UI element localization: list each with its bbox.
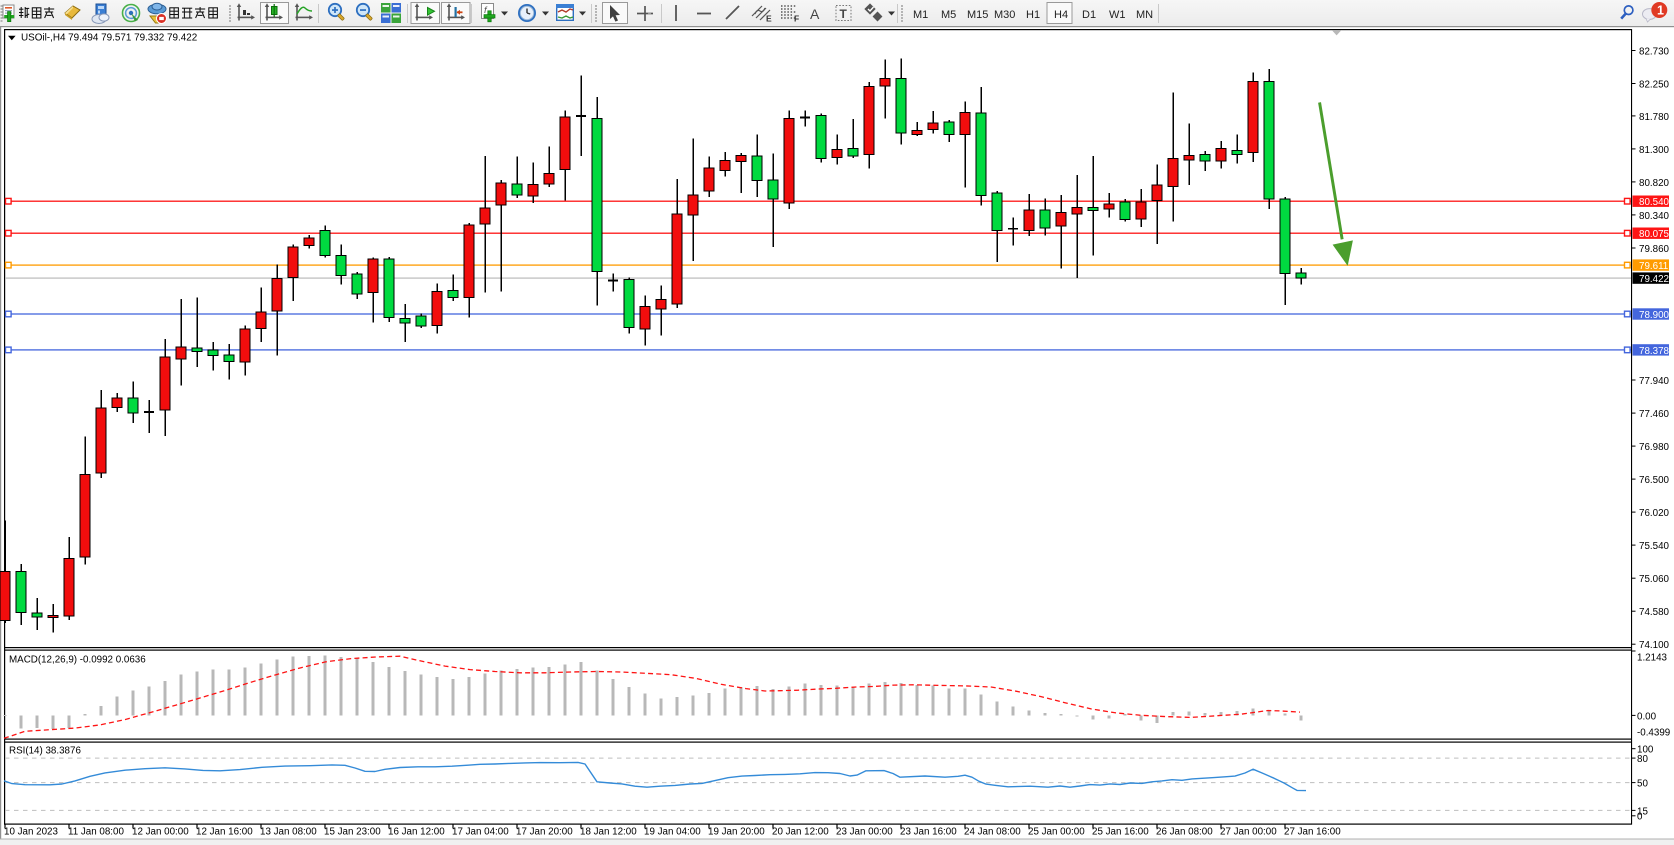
svg-text:T: T xyxy=(840,7,848,21)
svg-text:M30: M30 xyxy=(994,9,1015,21)
svg-text:75.060: 75.060 xyxy=(1639,574,1670,585)
svg-text:25 Jan 16:00: 25 Jan 16:00 xyxy=(1092,827,1149,838)
svg-text:20 Jan 12:00: 20 Jan 12:00 xyxy=(772,827,829,838)
svg-text:78.900: 78.900 xyxy=(1639,310,1670,321)
svg-text:27 Jan 00:00: 27 Jan 00:00 xyxy=(1220,827,1277,838)
svg-text:13 Jan 08:00: 13 Jan 08:00 xyxy=(260,827,317,838)
svg-text:78.378: 78.378 xyxy=(1639,346,1670,357)
svg-text:100: 100 xyxy=(1637,745,1654,756)
svg-text:80: 80 xyxy=(1637,754,1648,765)
svg-text:26 Jan 08:00: 26 Jan 08:00 xyxy=(1156,827,1213,838)
svg-text:74.100: 74.100 xyxy=(1639,640,1670,651)
svg-text:80.075: 80.075 xyxy=(1639,229,1670,240)
svg-text:0: 0 xyxy=(1637,812,1643,823)
svg-text:12 Jan 00:00: 12 Jan 00:00 xyxy=(132,827,189,838)
svg-text:76.020: 76.020 xyxy=(1639,508,1670,519)
svg-text:23 Jan 16:00: 23 Jan 16:00 xyxy=(900,827,957,838)
svg-text:15 Jan 23:00: 15 Jan 23:00 xyxy=(324,827,381,838)
svg-text:77.940: 77.940 xyxy=(1639,376,1670,387)
svg-text:10 Jan 2023: 10 Jan 2023 xyxy=(4,827,58,838)
svg-text:H1: H1 xyxy=(1026,9,1040,21)
svg-text:79.860: 79.860 xyxy=(1639,244,1670,255)
svg-text:W1: W1 xyxy=(1109,9,1126,21)
svg-text:H4: H4 xyxy=(1054,9,1068,21)
svg-text:11 Jan 08:00: 11 Jan 08:00 xyxy=(68,827,124,838)
svg-text:82.250: 82.250 xyxy=(1639,79,1670,90)
svg-text:MN: MN xyxy=(1136,9,1153,21)
svg-text:RSI(14) 38.3876: RSI(14) 38.3876 xyxy=(9,746,81,757)
svg-text:19 Jan 04:00: 19 Jan 04:00 xyxy=(644,827,701,838)
svg-text:MACD(12,26,9) -0.0992 0.0636: MACD(12,26,9) -0.0992 0.0636 xyxy=(9,655,146,666)
svg-text:75.540: 75.540 xyxy=(1639,541,1670,552)
svg-text:0.00: 0.00 xyxy=(1637,711,1657,722)
svg-text:82.730: 82.730 xyxy=(1639,46,1670,57)
svg-text:USOil-,H4 79.494 79.571 79.33: USOil-,H4 79.494 79.571 79.332 79.422 xyxy=(21,33,197,44)
svg-text:23 Jan 00:00: 23 Jan 00:00 xyxy=(836,827,893,838)
svg-text:M5: M5 xyxy=(941,9,956,21)
svg-text:1.2143: 1.2143 xyxy=(1637,652,1668,663)
svg-text:19 Jan 20:00: 19 Jan 20:00 xyxy=(708,827,765,838)
svg-text:16 Jan 12:00: 16 Jan 12:00 xyxy=(388,827,445,838)
svg-text:81.300: 81.300 xyxy=(1639,145,1670,156)
svg-text:F: F xyxy=(794,14,799,24)
svg-text:25 Jan 00:00: 25 Jan 00:00 xyxy=(1028,827,1085,838)
svg-text:76.500: 76.500 xyxy=(1639,475,1670,486)
svg-text:E: E xyxy=(766,14,772,24)
svg-text:77.460: 77.460 xyxy=(1639,409,1670,420)
svg-text:74.580: 74.580 xyxy=(1639,607,1670,618)
svg-text:12 Jan 16:00: 12 Jan 16:00 xyxy=(196,827,253,838)
svg-text:M1: M1 xyxy=(913,9,928,21)
svg-text:17 Jan 20:00: 17 Jan 20:00 xyxy=(516,827,573,838)
svg-text:79.422: 79.422 xyxy=(1639,274,1669,285)
svg-text:79.611: 79.611 xyxy=(1639,261,1668,272)
svg-text:17 Jan 04:00: 17 Jan 04:00 xyxy=(452,827,509,838)
svg-text:24 Jan 08:00: 24 Jan 08:00 xyxy=(964,827,1021,838)
svg-text:27 Jan 16:00: 27 Jan 16:00 xyxy=(1284,827,1341,838)
svg-text:80.540: 80.540 xyxy=(1639,197,1670,208)
svg-text:-0.4399: -0.4399 xyxy=(1637,727,1670,738)
svg-text:76.980: 76.980 xyxy=(1639,442,1670,453)
svg-text:81.780: 81.780 xyxy=(1639,112,1670,123)
svg-text:f: f xyxy=(484,5,488,16)
svg-text:80.820: 80.820 xyxy=(1639,178,1670,189)
svg-text:80.340: 80.340 xyxy=(1639,211,1670,222)
svg-text:18 Jan 12:00: 18 Jan 12:00 xyxy=(580,827,637,838)
svg-text:D1: D1 xyxy=(1082,9,1096,21)
svg-text:M15: M15 xyxy=(967,9,988,21)
svg-text:15: 15 xyxy=(1637,806,1648,817)
svg-text:A: A xyxy=(810,6,820,22)
svg-text:1: 1 xyxy=(1657,3,1664,17)
svg-text:50: 50 xyxy=(1637,779,1648,790)
